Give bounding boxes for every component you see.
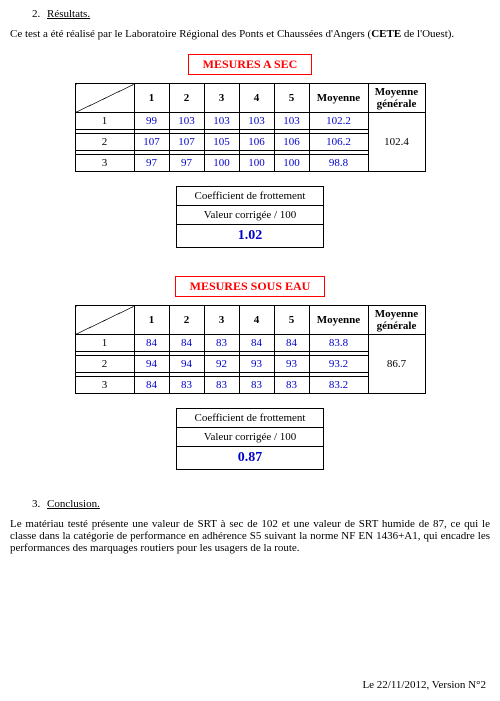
cell: 94 bbox=[134, 356, 169, 373]
mg-l2: générale bbox=[377, 98, 417, 110]
cell: 105 bbox=[204, 134, 239, 151]
row-header: 1 bbox=[75, 113, 134, 130]
wet-measurements-table: 1 2 3 4 5 Moyenne Moyenne générale 1 84 … bbox=[75, 305, 426, 394]
cell: 100 bbox=[239, 155, 274, 172]
coef-label-2: Valeur corrigée / 100 bbox=[176, 428, 324, 447]
cell: 103 bbox=[204, 113, 239, 130]
cell: 92 bbox=[204, 356, 239, 373]
section-results-heading: 2. Résultats. bbox=[32, 8, 490, 20]
cell: 84 bbox=[134, 377, 169, 394]
cell: 84 bbox=[239, 335, 274, 352]
mg-l1: Moyenne bbox=[375, 86, 418, 98]
col-header-moyenne-generale: Moyenne générale bbox=[368, 306, 425, 335]
intro-paragraph: Ce test a été réalisé par le Laboratoire… bbox=[10, 28, 490, 40]
cell: 97 bbox=[134, 155, 169, 172]
row-mean: 83.2 bbox=[309, 377, 368, 394]
section-number: 2. bbox=[32, 8, 40, 20]
col-header-moyenne-generale: Moyenne générale bbox=[368, 84, 425, 113]
col-header: 2 bbox=[169, 306, 204, 335]
row-mean: 102.2 bbox=[309, 113, 368, 130]
cell: 93 bbox=[239, 356, 274, 373]
coef-label-1: Coefficient de frottement bbox=[176, 187, 324, 206]
col-header: 4 bbox=[239, 84, 274, 113]
cell: 83 bbox=[204, 377, 239, 394]
row-header: 3 bbox=[75, 155, 134, 172]
table-corner bbox=[75, 84, 134, 113]
mg-l1: Moyenne bbox=[375, 308, 418, 320]
col-header: 1 bbox=[134, 306, 169, 335]
section-label: Résultats. bbox=[47, 8, 90, 20]
row-header: 1 bbox=[75, 335, 134, 352]
col-header: 5 bbox=[274, 306, 309, 335]
cell: 83 bbox=[274, 377, 309, 394]
dry-coefficient-table: Coefficient de frottement Valeur corrigé… bbox=[176, 186, 325, 248]
section-number: 3. bbox=[32, 498, 40, 510]
row-mean: 93.2 bbox=[309, 356, 368, 373]
cell: 107 bbox=[134, 134, 169, 151]
cell: 106 bbox=[274, 134, 309, 151]
row-header: 2 bbox=[75, 356, 134, 373]
col-header: 3 bbox=[204, 306, 239, 335]
cell: 106 bbox=[239, 134, 274, 151]
cell: 103 bbox=[239, 113, 274, 130]
table-header-row: 1 2 3 4 5 Moyenne Moyenne générale bbox=[75, 306, 425, 335]
table-row: 1 99 103 103 103 103 102.2 102.4 bbox=[75, 113, 425, 130]
cell: 84 bbox=[134, 335, 169, 352]
coef-label-1: Coefficient de frottement bbox=[176, 409, 324, 428]
col-header: 5 bbox=[274, 84, 309, 113]
general-mean: 86.7 bbox=[368, 335, 425, 394]
general-mean: 102.4 bbox=[368, 113, 425, 172]
table-corner bbox=[75, 306, 134, 335]
col-header: 4 bbox=[239, 306, 274, 335]
row-mean: 98.8 bbox=[309, 155, 368, 172]
section-conclusion-heading: 3. Conclusion. bbox=[32, 498, 490, 510]
col-header: 1 bbox=[134, 84, 169, 113]
cell: 107 bbox=[169, 134, 204, 151]
row-mean: 83.8 bbox=[309, 335, 368, 352]
cell: 83 bbox=[204, 335, 239, 352]
cell: 97 bbox=[169, 155, 204, 172]
coef-value-wet: 0.87 bbox=[176, 447, 324, 470]
cell: 84 bbox=[169, 335, 204, 352]
cell: 103 bbox=[274, 113, 309, 130]
row-header: 2 bbox=[75, 134, 134, 151]
cell: 83 bbox=[169, 377, 204, 394]
section-label: Conclusion. bbox=[47, 498, 100, 510]
page-footer: Le 22/11/2012, Version N°2 bbox=[362, 679, 486, 691]
row-header: 3 bbox=[75, 377, 134, 394]
col-header: 3 bbox=[204, 84, 239, 113]
cell: 94 bbox=[169, 356, 204, 373]
cell: 84 bbox=[274, 335, 309, 352]
table-row: 1 84 84 83 84 84 83.8 86.7 bbox=[75, 335, 425, 352]
cell: 103 bbox=[169, 113, 204, 130]
col-header: 2 bbox=[169, 84, 204, 113]
wet-title: MESURES SOUS EAU bbox=[175, 276, 326, 297]
table-header-row: 1 2 3 4 5 Moyenne Moyenne générale bbox=[75, 84, 425, 113]
cell: 99 bbox=[134, 113, 169, 130]
mg-l2: générale bbox=[377, 320, 417, 332]
wet-coefficient-table: Coefficient de frottement Valeur corrigé… bbox=[176, 408, 325, 470]
col-header-moyenne: Moyenne bbox=[309, 306, 368, 335]
cell: 100 bbox=[204, 155, 239, 172]
coef-label-2: Valeur corrigée / 100 bbox=[176, 206, 324, 225]
coef-value-dry: 1.02 bbox=[176, 225, 324, 248]
cell: 100 bbox=[274, 155, 309, 172]
dry-measurements-table: 1 2 3 4 5 Moyenne Moyenne générale 1 99 … bbox=[75, 83, 426, 172]
cell: 93 bbox=[274, 356, 309, 373]
col-header-moyenne: Moyenne bbox=[309, 84, 368, 113]
dry-title: MESURES A SEC bbox=[188, 54, 313, 75]
cell: 83 bbox=[239, 377, 274, 394]
conclusion-paragraph: Le matériau testé présente une valeur de… bbox=[10, 518, 490, 554]
row-mean: 106.2 bbox=[309, 134, 368, 151]
